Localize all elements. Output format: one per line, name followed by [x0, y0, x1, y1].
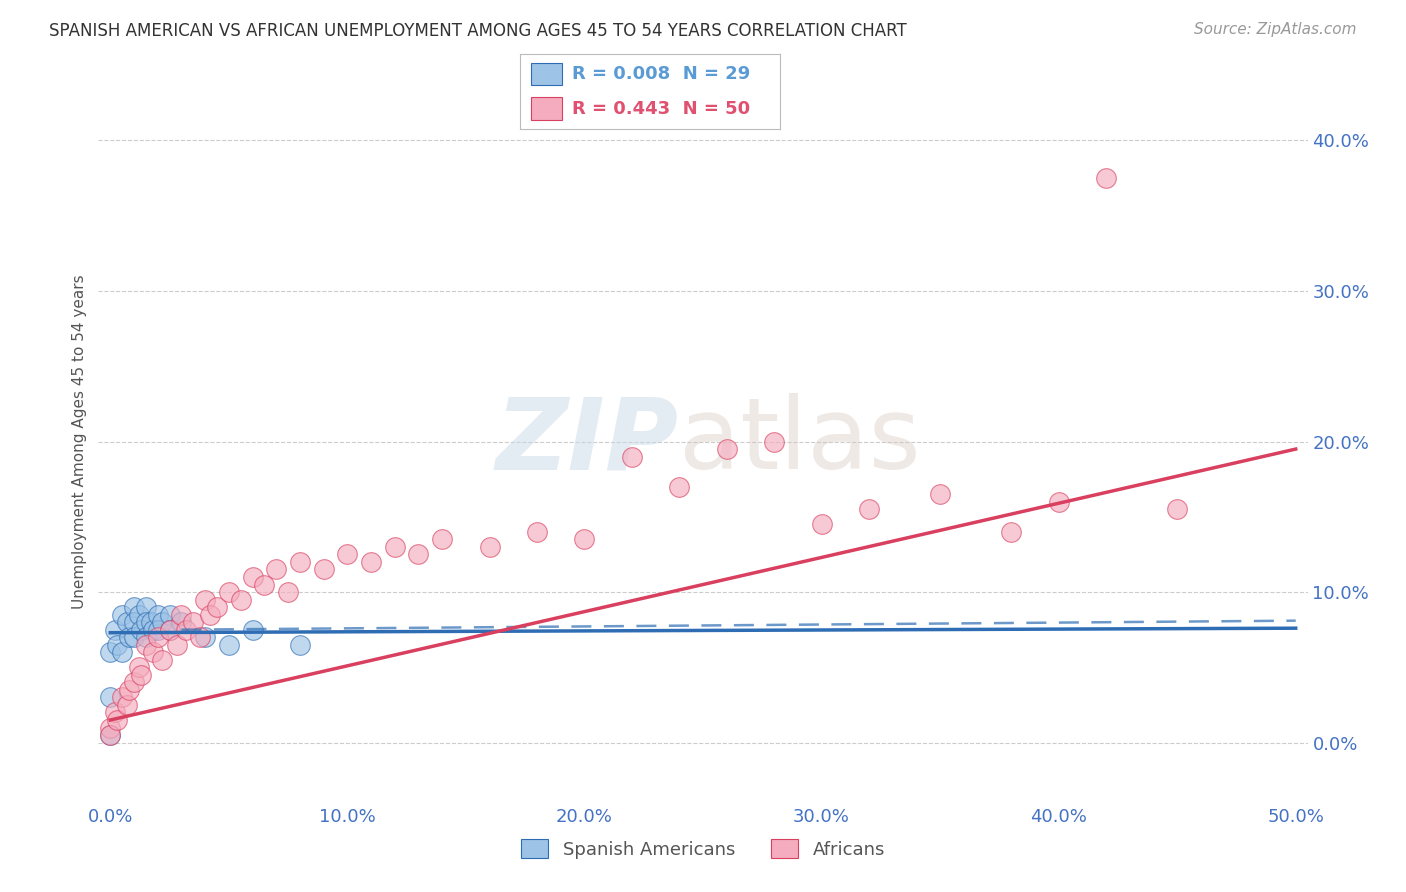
Point	[242, 570, 264, 584]
Point	[118, 682, 141, 697]
Point	[194, 630, 217, 644]
Point	[135, 630, 157, 644]
Point	[218, 638, 240, 652]
Point	[98, 728, 121, 742]
Point	[105, 713, 128, 727]
Point	[858, 502, 880, 516]
Point	[128, 607, 150, 622]
Point	[174, 623, 197, 637]
Point	[122, 615, 145, 630]
Point	[152, 615, 174, 630]
Point	[122, 675, 145, 690]
Point	[218, 585, 240, 599]
Point	[135, 638, 157, 652]
Point	[190, 630, 212, 644]
Point	[574, 533, 596, 547]
Point	[253, 577, 276, 591]
Point	[432, 533, 454, 547]
Point	[104, 623, 127, 637]
Point	[763, 434, 786, 449]
Legend: Spanish Americans, Africans: Spanish Americans, Africans	[513, 832, 893, 866]
Point	[194, 592, 217, 607]
Point	[111, 607, 134, 622]
Point	[170, 607, 193, 622]
Point	[98, 721, 121, 735]
Point	[198, 607, 221, 622]
Point	[170, 615, 193, 630]
Point	[115, 698, 138, 712]
Point	[142, 623, 165, 637]
Text: R = 0.008  N = 29: R = 0.008 N = 29	[572, 65, 751, 83]
Text: SPANISH AMERICAN VS AFRICAN UNEMPLOYMENT AMONG AGES 45 TO 54 YEARS CORRELATION C: SPANISH AMERICAN VS AFRICAN UNEMPLOYMENT…	[49, 22, 907, 40]
Point	[159, 623, 181, 637]
FancyBboxPatch shape	[530, 97, 562, 120]
Point	[277, 585, 299, 599]
Point	[135, 615, 157, 630]
Point	[716, 442, 738, 456]
Point	[384, 540, 406, 554]
Point	[111, 645, 134, 659]
Point	[360, 555, 382, 569]
Point	[159, 607, 181, 622]
Point	[98, 690, 121, 705]
Point	[1166, 502, 1188, 516]
Point	[1000, 524, 1022, 539]
Text: ZIP: ZIP	[496, 393, 679, 490]
Point	[142, 645, 165, 659]
Text: atlas: atlas	[679, 393, 921, 490]
Point	[668, 480, 690, 494]
Point	[810, 517, 832, 532]
Point	[128, 660, 150, 674]
Point	[135, 600, 157, 615]
Point	[146, 607, 169, 622]
Point	[288, 555, 311, 569]
Point	[408, 548, 430, 562]
Point	[264, 562, 287, 576]
Y-axis label: Unemployment Among Ages 45 to 54 years: Unemployment Among Ages 45 to 54 years	[72, 274, 87, 609]
Point	[129, 668, 152, 682]
Point	[122, 600, 145, 615]
Point	[159, 623, 181, 637]
Point	[929, 487, 952, 501]
Text: R = 0.443  N = 50: R = 0.443 N = 50	[572, 100, 751, 118]
Point	[152, 653, 174, 667]
Point	[620, 450, 643, 464]
Point	[105, 638, 128, 652]
Point	[229, 592, 252, 607]
Point	[336, 548, 359, 562]
Point	[288, 638, 311, 652]
Point	[122, 630, 145, 644]
FancyBboxPatch shape	[530, 62, 562, 86]
Point	[146, 630, 169, 644]
Point	[98, 645, 121, 659]
Point	[98, 728, 121, 742]
Point	[166, 638, 188, 652]
Point	[104, 706, 127, 720]
Point	[139, 615, 162, 630]
Point	[111, 690, 134, 705]
Point	[1047, 494, 1070, 508]
Point	[146, 623, 169, 637]
Point	[312, 562, 335, 576]
Point	[205, 600, 228, 615]
Text: Source: ZipAtlas.com: Source: ZipAtlas.com	[1194, 22, 1357, 37]
Point	[118, 630, 141, 644]
Point	[526, 524, 548, 539]
Point	[478, 540, 501, 554]
Point	[115, 615, 138, 630]
Point	[181, 615, 204, 630]
Point	[129, 623, 152, 637]
Point	[242, 623, 264, 637]
Point	[1095, 171, 1118, 186]
